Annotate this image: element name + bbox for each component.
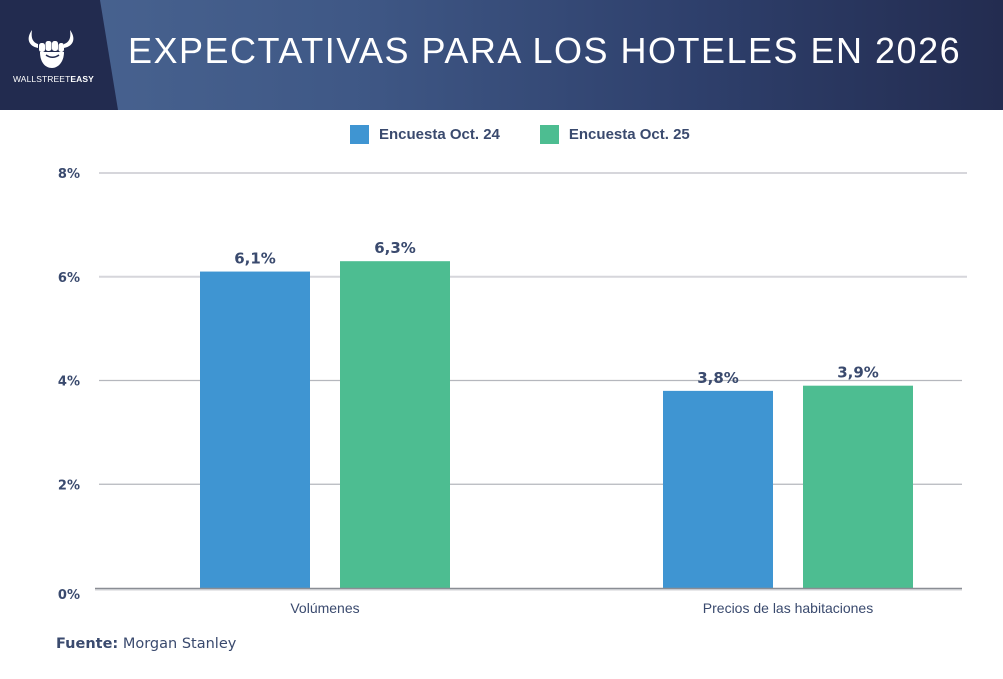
x-category-label: Precios de las habitaciones xyxy=(703,600,873,616)
bull-fist-icon xyxy=(28,30,74,68)
bar xyxy=(340,261,450,588)
data-label: 3,9% xyxy=(837,364,879,382)
legend-label-series-1: Encuesta Oct. 24 xyxy=(379,126,500,143)
legend-swatch-series-1 xyxy=(350,125,369,144)
logo-wordmark: WALLSTREETEASY xyxy=(13,74,94,84)
y-tick-label: 2% xyxy=(58,478,80,493)
bar xyxy=(803,385,913,588)
data-label: 6,1% xyxy=(234,250,276,268)
source-value: Morgan Stanley xyxy=(122,636,237,652)
source-note: Fuente: Morgan Stanley xyxy=(56,636,236,652)
legend-label-series-2: Encuesta Oct. 25 xyxy=(568,126,690,143)
bar xyxy=(663,390,773,588)
page-title: EXPECTATIVAS PARA LOS HOTELES EN 2026 xyxy=(128,30,962,71)
y-tick-label: 8% xyxy=(58,167,80,182)
data-label: 6,3% xyxy=(374,239,416,257)
y-tick-label: 4% xyxy=(58,375,80,390)
chart-legend: Encuesta Oct. 24 Encuesta Oct. 25 xyxy=(350,125,730,144)
y-tick-label: 6% xyxy=(58,271,80,286)
logo-panel: WALLSTREETEASY xyxy=(0,0,118,110)
data-label: 3,8% xyxy=(697,369,739,387)
y-tick-label: 0% xyxy=(58,588,80,603)
legend-swatch-series-2 xyxy=(539,125,559,144)
legend-item-series-2: Encuesta Oct. 25 xyxy=(539,125,690,144)
source-label: Fuente: xyxy=(56,636,119,652)
header-banner: WALLSTREETEASY EXPECTATIVAS PARA LOS HOT… xyxy=(0,0,1003,110)
legend-item-series-1: Encuesta Oct. 24 xyxy=(350,125,500,144)
bar xyxy=(200,271,310,588)
x-category-label: Volúmenes xyxy=(290,600,359,616)
